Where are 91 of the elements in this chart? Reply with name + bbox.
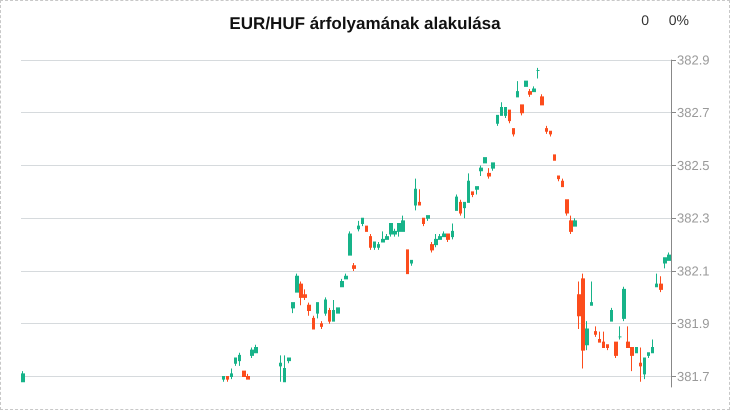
candlestick: [246, 373, 250, 380]
candlestick: [639, 346, 642, 382]
candlestick: [536, 67, 540, 79]
candlestick: [561, 178, 564, 188]
y-tick-label: 382.9: [677, 52, 710, 68]
candlestick: [581, 273, 585, 370]
y-tick-label: 382.7: [677, 105, 710, 120]
candlestick: [573, 218, 577, 227]
candlestick: [635, 346, 638, 354]
candlestick: [516, 80, 519, 98]
candlestick: [483, 157, 487, 164]
candlestick: [508, 110, 511, 124]
candlestick: [414, 178, 417, 211]
candlestick: [369, 234, 372, 250]
candlestick: [238, 352, 241, 366]
candlestick: [283, 354, 286, 382]
candlestick: [230, 368, 233, 380]
candlestick: [545, 125, 548, 134]
candlestick: [418, 188, 421, 206]
y-tick-label: 382.1: [677, 263, 710, 278]
candlestick: [381, 230, 385, 242]
candlestick: [357, 220, 360, 232]
candlestick: [316, 302, 319, 319]
text: 0: [641, 12, 649, 28]
candlestick: [352, 262, 356, 272]
candlestick: [451, 223, 454, 240]
candlestick: [377, 241, 380, 250]
chart-title: EUR/HUF árfolyamának alakulása: [229, 14, 502, 33]
candlestick: [610, 307, 613, 322]
candlestick: [361, 218, 364, 227]
text: 0%: [668, 12, 689, 28]
candlestick: [528, 88, 532, 98]
candlestick: [226, 376, 229, 382]
candlestick: [242, 370, 246, 377]
candlestick: [222, 376, 225, 382]
candlestick: [524, 80, 528, 87]
candlestick: [479, 164, 483, 177]
candlestick: [532, 86, 536, 92]
candlestick: [430, 241, 434, 254]
candlestick: [512, 128, 515, 137]
candlestick: [565, 199, 569, 216]
candlestick: [540, 94, 544, 106]
candlestick: [520, 104, 524, 116]
candlestick: [307, 302, 311, 316]
candlestick: [406, 249, 409, 274]
candlestick: [602, 331, 605, 348]
candlestick: [340, 278, 344, 288]
candlestick: [643, 357, 646, 380]
candlestick: [422, 218, 425, 227]
candlestick: [410, 260, 413, 266]
y-tick-label: 382.5: [677, 158, 710, 173]
candlestick: [287, 357, 291, 364]
candlestick: [594, 326, 597, 338]
candlestick: [655, 273, 658, 288]
candlestick: [365, 226, 368, 232]
candlestick: [434, 234, 438, 248]
candlestick: [324, 296, 327, 316]
y-tick-label: 382.3: [677, 210, 710, 226]
candlestick: [585, 320, 589, 351]
y-tick-label: 381.9: [677, 316, 710, 332]
candlestick: [21, 370, 25, 382]
candlestick: [590, 281, 593, 306]
candlestick: [553, 154, 556, 161]
candlestick: [471, 191, 474, 198]
candlestick: [557, 176, 560, 182]
candlestick: [373, 241, 376, 250]
candlestick: [475, 186, 479, 195]
candlestick: [299, 281, 303, 306]
candlestick: [389, 223, 393, 238]
candlestick: [459, 199, 462, 216]
candlestick: [618, 326, 622, 340]
candlestick: [291, 302, 295, 314]
candlestick: [279, 354, 282, 382]
candlestick: [312, 315, 315, 330]
candlestick: [250, 346, 254, 358]
candlestick: [344, 273, 348, 280]
candlestick: [446, 234, 450, 242]
candlestick: [426, 215, 430, 222]
candlestick: [442, 230, 446, 238]
candlestick: [569, 215, 573, 235]
y-tick-label: 381.7: [677, 368, 710, 384]
candlestick: [614, 342, 618, 358]
candlestick: [487, 168, 491, 180]
candlestick: [320, 320, 323, 330]
candlestick: [455, 194, 458, 211]
candlestick: [328, 307, 331, 324]
candlestick: [659, 276, 663, 293]
candlestick: [295, 273, 299, 293]
candlestick: [491, 162, 495, 172]
candlestick: [622, 286, 626, 322]
candlestick: [348, 230, 352, 256]
